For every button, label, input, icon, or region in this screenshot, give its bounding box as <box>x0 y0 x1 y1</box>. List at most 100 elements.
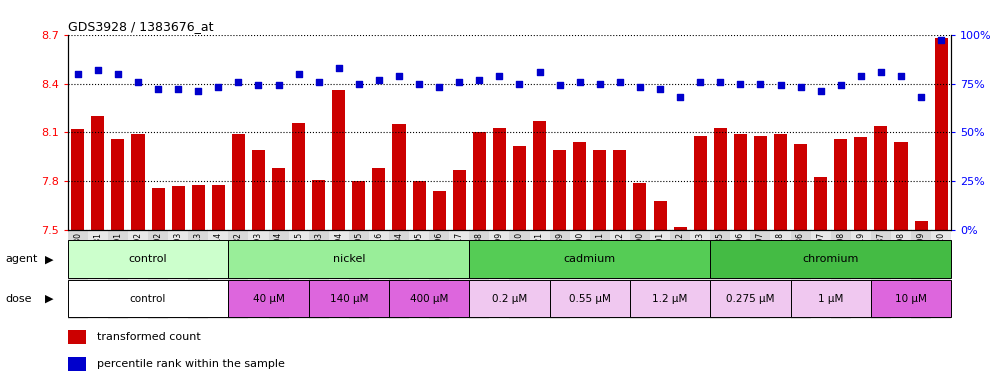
Point <box>773 83 789 89</box>
Bar <box>594 151 607 230</box>
Bar <box>68 240 228 278</box>
Bar <box>750 230 771 318</box>
Point <box>130 78 146 84</box>
Bar <box>553 151 566 230</box>
Bar <box>212 185 225 230</box>
Bar <box>590 230 610 318</box>
Point <box>552 83 568 89</box>
Bar <box>510 230 530 318</box>
Bar <box>473 132 486 230</box>
Bar <box>228 280 309 317</box>
Bar <box>108 230 127 318</box>
Bar <box>389 230 409 318</box>
Point <box>491 73 507 79</box>
Text: agent: agent <box>5 254 38 264</box>
Point <box>793 84 809 91</box>
Text: ▶: ▶ <box>45 254 54 264</box>
Bar <box>891 230 911 318</box>
Bar <box>432 191 445 230</box>
Text: control: control <box>128 254 167 264</box>
Bar <box>449 230 469 318</box>
Bar <box>412 181 425 230</box>
Bar <box>633 183 646 230</box>
Bar <box>650 230 670 318</box>
Point <box>251 83 267 89</box>
Bar <box>409 230 429 318</box>
Bar <box>831 230 851 318</box>
Text: 140 μM: 140 μM <box>330 293 369 304</box>
Point <box>451 78 467 84</box>
Bar <box>392 124 405 230</box>
Bar <box>794 144 807 230</box>
Bar <box>188 230 208 318</box>
Bar <box>629 230 650 318</box>
Point <box>431 84 447 91</box>
Point <box>210 84 226 91</box>
Bar <box>513 146 526 230</box>
Text: 40 μM: 40 μM <box>253 293 285 304</box>
Bar <box>835 139 848 230</box>
Point <box>853 73 869 79</box>
Text: chromium: chromium <box>803 254 859 264</box>
Bar <box>269 230 289 318</box>
Bar <box>550 230 570 318</box>
Bar <box>894 142 907 230</box>
Point <box>813 88 829 94</box>
Bar <box>333 90 346 230</box>
Point <box>311 78 327 84</box>
Point <box>90 67 106 73</box>
Bar <box>911 230 931 318</box>
Bar <box>614 151 626 230</box>
Bar <box>693 136 707 230</box>
Text: 0.2 μM: 0.2 μM <box>492 293 527 304</box>
Point <box>752 81 768 87</box>
Bar <box>369 230 389 318</box>
Bar <box>653 201 666 230</box>
Bar <box>168 230 188 318</box>
Point <box>833 83 849 89</box>
Text: 400 μM: 400 μM <box>410 293 448 304</box>
Bar <box>754 136 767 230</box>
Bar <box>469 240 710 278</box>
Bar <box>88 230 108 318</box>
Bar <box>734 134 747 230</box>
Bar <box>530 230 550 318</box>
Bar <box>68 329 86 344</box>
Bar <box>574 142 587 230</box>
Point <box>190 88 206 94</box>
Bar <box>312 180 326 230</box>
Bar <box>151 188 164 230</box>
Bar <box>127 230 148 318</box>
Bar <box>148 230 168 318</box>
Point <box>150 86 166 93</box>
Bar <box>131 134 144 230</box>
Point <box>612 78 627 84</box>
Bar <box>349 230 369 318</box>
Text: percentile rank within the sample: percentile rank within the sample <box>97 359 285 369</box>
Point <box>331 65 347 71</box>
Bar <box>714 127 727 230</box>
Text: control: control <box>129 293 166 304</box>
Bar <box>771 230 791 318</box>
Bar <box>232 134 245 230</box>
Point <box>351 81 367 87</box>
Point <box>411 81 427 87</box>
Bar <box>252 151 265 230</box>
Bar <box>329 230 349 318</box>
Point <box>872 69 888 75</box>
Bar <box>68 230 88 318</box>
Bar <box>533 121 546 230</box>
Bar <box>469 280 550 317</box>
Point <box>70 71 86 77</box>
Bar <box>914 220 927 230</box>
Bar <box>730 230 750 318</box>
Bar <box>855 137 868 230</box>
Bar <box>353 181 366 230</box>
Bar <box>851 230 871 318</box>
Text: 0.55 μM: 0.55 μM <box>569 293 611 304</box>
Point <box>672 94 688 100</box>
Bar <box>774 134 787 230</box>
Bar <box>493 127 506 230</box>
Bar <box>228 230 248 318</box>
Bar <box>272 168 285 230</box>
